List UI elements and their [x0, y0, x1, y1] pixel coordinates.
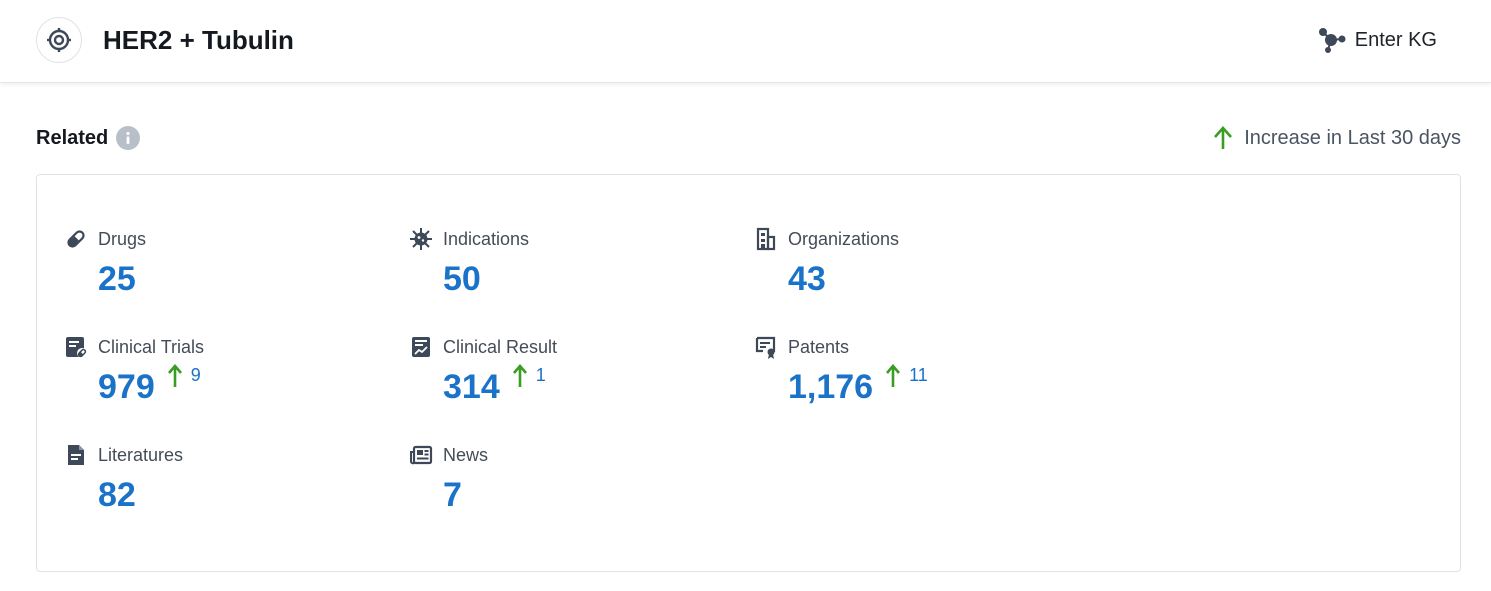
info-icon[interactable]: [116, 126, 140, 150]
stat-drugs[interactable]: Drugs 25: [64, 227, 364, 317]
stat-value[interactable]: 82: [98, 473, 136, 517]
pill-icon: [64, 227, 88, 251]
arrow-up-icon: [885, 363, 901, 389]
stat-label: Clinical Trials: [98, 337, 204, 358]
stat-value[interactable]: 7: [443, 473, 462, 517]
stat-label: Patents: [788, 337, 849, 358]
stat-value[interactable]: 50: [443, 257, 481, 301]
stat-indications[interactable]: Indications 50: [409, 227, 709, 317]
increase-count[interactable]: 9: [191, 363, 201, 387]
stat-clinical-result[interactable]: Clinical Result 314 1: [409, 335, 709, 425]
stat-value[interactable]: 43: [788, 257, 826, 301]
stat-count[interactable]: 50: [443, 257, 481, 301]
page-title: HER2 + Tubulin: [103, 24, 294, 56]
increase-legend: Increase in Last 30 days: [1212, 124, 1461, 152]
related-title: Related: [36, 127, 108, 150]
related-header: Related: [36, 124, 140, 152]
stat-label: Indications: [443, 229, 529, 250]
stat-label: Literatures: [98, 445, 183, 466]
top-bar: HER2 + Tubulin Enter KG: [0, 0, 1491, 83]
stat-news[interactable]: News 7: [409, 443, 709, 533]
stat-count[interactable]: 7: [443, 473, 462, 517]
increase-count[interactable]: 1: [536, 363, 546, 387]
target-logo-icon: [36, 17, 82, 63]
increase-indicator: 11: [885, 363, 928, 389]
increase-indicator: 9: [167, 363, 201, 389]
stat-count[interactable]: 25: [98, 257, 136, 301]
stat-label: News: [443, 445, 488, 466]
stat-count[interactable]: 82: [98, 473, 136, 517]
certificate-icon: [754, 335, 778, 359]
stat-count[interactable]: 43: [788, 257, 826, 301]
stat-count[interactable]: 314: [443, 365, 500, 409]
stat-organizations[interactable]: Organizations 43: [754, 227, 1054, 317]
increase-count[interactable]: 11: [909, 363, 928, 387]
stat-label: Drugs: [98, 229, 146, 250]
newspaper-icon: [409, 443, 433, 467]
stat-literatures[interactable]: Literatures 82: [64, 443, 364, 533]
building-icon: [754, 227, 778, 251]
related-stats-panel: Drugs 25 Indication: [36, 174, 1461, 572]
legend-label: Increase in Last 30 days: [1244, 127, 1461, 150]
stat-count[interactable]: 1,176: [788, 365, 873, 409]
enter-kg-label: Enter KG: [1355, 29, 1437, 52]
stat-value[interactable]: 1,176 11: [788, 365, 928, 409]
increase-indicator: 1: [512, 363, 546, 389]
virus-icon: [409, 227, 433, 251]
stat-count[interactable]: 979: [98, 365, 155, 409]
document-icon: [64, 443, 88, 467]
arrow-up-icon: [512, 363, 528, 389]
stat-value[interactable]: 979 9: [98, 365, 201, 409]
stat-label: Organizations: [788, 229, 899, 250]
enter-kg-button[interactable]: Enter KG: [1317, 24, 1437, 56]
stat-label: Clinical Result: [443, 337, 557, 358]
stat-value[interactable]: 314 1: [443, 365, 546, 409]
graph-network-icon: [1317, 26, 1347, 54]
stat-patents[interactable]: Patents 1,176 11: [754, 335, 1054, 425]
chart-report-icon: [409, 335, 433, 359]
clinical-trials-icon: [64, 335, 88, 359]
arrow-up-icon: [1212, 125, 1234, 151]
arrow-up-icon: [167, 363, 183, 389]
stat-clinical-trials[interactable]: Clinical Trials 979 9: [64, 335, 364, 425]
stat-value[interactable]: 25: [98, 257, 136, 301]
